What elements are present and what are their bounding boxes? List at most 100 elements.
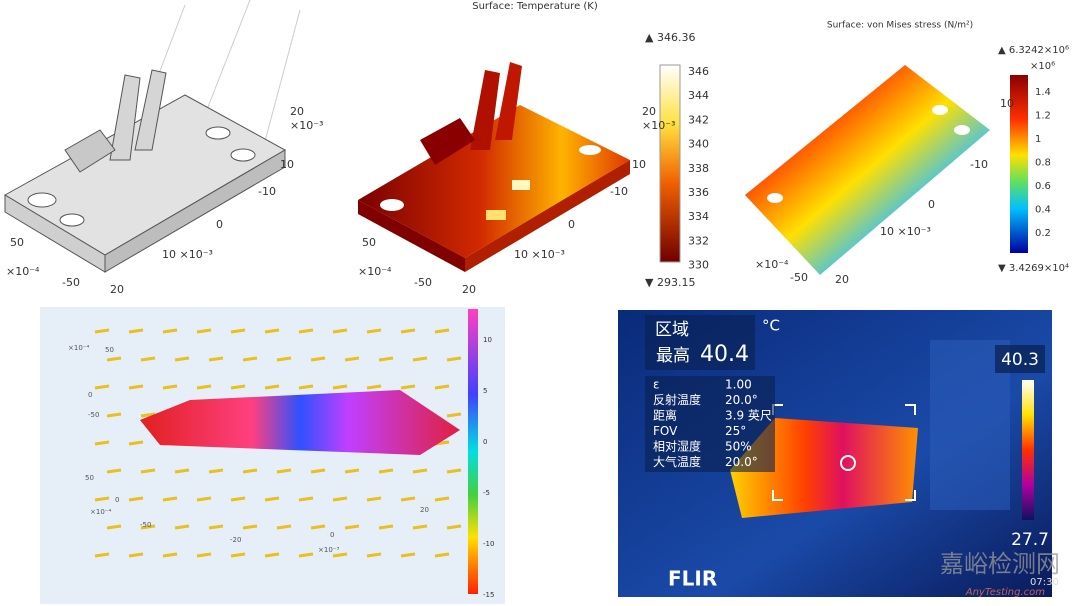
field-arrow [434, 496, 450, 502]
axis-label: 20 [642, 105, 656, 118]
brand-logo: FLIR [668, 567, 717, 591]
field-arrow [208, 524, 224, 530]
axis-label: -10 [610, 185, 628, 198]
axis-label: 10 ×10⁻³ [514, 248, 565, 261]
colorbar-tick: 0.8 [1035, 158, 1051, 169]
temperature-pad [486, 210, 506, 220]
field-arrow [332, 496, 348, 502]
field-arrow [400, 552, 416, 558]
colorbar-tick: 0 [483, 438, 487, 446]
field-arrow [140, 356, 156, 362]
axis-label: -50 [140, 521, 151, 529]
field-arrow [344, 524, 360, 530]
colorbar-tick: 0.2 [1035, 228, 1051, 239]
colorbar-tick: 340 [688, 138, 709, 151]
axis-label: 10 ×10⁻³ [162, 248, 213, 261]
field-arrow [162, 552, 178, 558]
region-label: 区域 [655, 320, 689, 340]
field-arrow [208, 356, 224, 362]
field-arrow [94, 328, 110, 334]
field-plate [140, 390, 460, 455]
temperature-prong [470, 70, 500, 150]
field-arrow [276, 468, 292, 474]
field-arrow [94, 496, 110, 502]
field-arrow [140, 524, 156, 530]
field-arrow [366, 384, 382, 390]
temperature-block [420, 118, 475, 165]
axis-label: 0 [88, 391, 92, 399]
stress-colorbar [1010, 75, 1028, 253]
axis-label: 50 [10, 236, 24, 249]
field-arrow [298, 496, 314, 502]
field-colorbar [468, 309, 478, 594]
axis-label: 20 [420, 506, 429, 514]
param-value: 1.00 [725, 378, 752, 392]
axis-label: 20 [462, 283, 476, 296]
stress-plate [745, 65, 990, 275]
field-arrow [446, 356, 462, 362]
colorbar-tick: 10 [483, 336, 492, 344]
field-arrow [332, 328, 348, 334]
mesh-hole [27, 192, 57, 208]
stress-hole [767, 193, 783, 203]
field-arrow [446, 468, 462, 474]
colorbar-tick: 1.4 [1035, 87, 1051, 98]
temperature-colorbar [659, 64, 681, 263]
colorbar-tick: 1.2 [1035, 111, 1051, 122]
field-arrow [332, 384, 348, 390]
temperature-plate-side [465, 160, 630, 272]
panel-title: Surface: Temperature (K) [472, 1, 598, 12]
field-arrow [446, 524, 462, 530]
field-arrow [434, 384, 450, 390]
field-arrow [332, 552, 348, 558]
field-arrow [128, 552, 144, 558]
colorbar-exponent: ×10⁶ [1030, 61, 1055, 72]
thermal-overlay [995, 345, 1045, 373]
field-arrow [230, 552, 246, 558]
field-arrow [344, 356, 360, 362]
mesh-prong [134, 69, 167, 151]
colorbar-tick: 334 [688, 210, 709, 223]
field-arrow [400, 328, 416, 334]
axis-label: 20 [835, 273, 849, 286]
axis-label: -50 [414, 276, 432, 289]
field-arrow [106, 356, 122, 362]
field-arrow [298, 384, 314, 390]
colorbar-tick: 5 [483, 387, 487, 395]
mesh-hole [205, 126, 231, 140]
field-arrow [140, 468, 156, 474]
max-value: 40.4 [700, 342, 749, 367]
field-arrow [140, 412, 156, 418]
axis-label: 0 [330, 531, 334, 539]
scale-min: 27.7 [1011, 530, 1049, 550]
axis-label: 0 [568, 218, 575, 231]
field-arrow [264, 496, 280, 502]
field-arrow [242, 468, 258, 474]
field-arrow [434, 552, 450, 558]
unit-label: °C [762, 317, 780, 335]
field-arrow [196, 328, 212, 334]
colorbar-max: ▲ 6.3242×10⁶ [998, 45, 1069, 56]
thermal-board [730, 418, 918, 518]
mesh-plate-side [104, 149, 286, 273]
axis-label: ×10⁻³ [290, 119, 323, 132]
colorbar-tick: -5 [483, 489, 490, 497]
axis-label: 0 [216, 218, 223, 231]
field-arrow [366, 496, 382, 502]
field-arrow [94, 384, 110, 390]
field-arrow [128, 384, 144, 390]
field-arrow [128, 328, 144, 334]
axis-label: ×10⁻³ [642, 119, 675, 132]
param-name: ε [653, 378, 660, 392]
field-arrow [174, 524, 190, 530]
field-arrow [276, 356, 292, 362]
axis-label: ×10⁻³ [318, 546, 339, 554]
axis-label: ×10⁻⁴ [755, 258, 789, 271]
field-arrow [400, 384, 416, 390]
field-arrow [446, 412, 462, 418]
field-arrow [162, 384, 178, 390]
param-name: FOV [653, 424, 678, 438]
field-arrow [162, 496, 178, 502]
